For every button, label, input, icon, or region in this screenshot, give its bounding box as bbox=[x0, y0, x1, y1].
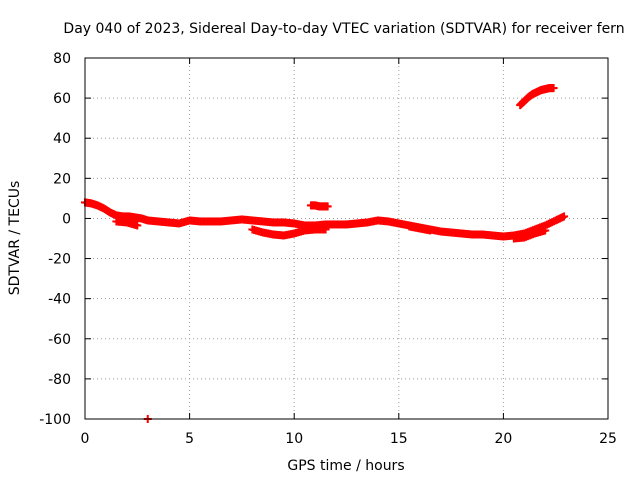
series-group bbox=[306, 201, 332, 211]
y-axis-label: SDTVAR / TECUs bbox=[7, 181, 23, 296]
plot-frame bbox=[84, 57, 609, 420]
y-tick-label: -60 bbox=[48, 332, 71, 348]
data-point bbox=[560, 212, 569, 221]
x-axis-label: GPS time / hours bbox=[287, 458, 404, 474]
data-points bbox=[81, 84, 569, 423]
y-tick-label: 80 bbox=[53, 51, 71, 67]
y-tick-label: -40 bbox=[48, 292, 71, 308]
y-tick-label: 0 bbox=[62, 211, 71, 227]
y-tick-label: -100 bbox=[39, 412, 71, 428]
x-tick-label: 0 bbox=[81, 431, 90, 447]
data-point bbox=[426, 226, 435, 235]
x-tick-label: 15 bbox=[390, 431, 408, 447]
chart-title: Day 040 of 2023, Sidereal Day-to-day VTE… bbox=[63, 21, 624, 37]
series-group bbox=[516, 84, 558, 110]
data-point bbox=[549, 84, 558, 93]
x-tick-label: 5 bbox=[185, 431, 194, 447]
y-tick-label: -20 bbox=[48, 252, 71, 268]
series-group bbox=[81, 198, 569, 241]
y-tick-label: -80 bbox=[48, 372, 71, 388]
y-tick-label: 40 bbox=[53, 131, 71, 147]
axis-ticks: 0 5 10 15 20 25 -100 -80 -60 -40 -20 0 20 40 60 80 bbox=[39, 51, 617, 447]
y-tick-label: 20 bbox=[53, 171, 71, 187]
series-group bbox=[112, 217, 550, 243]
x-tick-label: 20 bbox=[494, 431, 512, 447]
data-point bbox=[133, 221, 142, 230]
data-point bbox=[323, 202, 332, 211]
x-tick-label: 10 bbox=[285, 431, 303, 447]
x-tick-label: 25 bbox=[599, 431, 617, 447]
data-point bbox=[321, 225, 330, 234]
y-tick-label: 60 bbox=[53, 91, 71, 107]
data-point bbox=[541, 226, 550, 235]
